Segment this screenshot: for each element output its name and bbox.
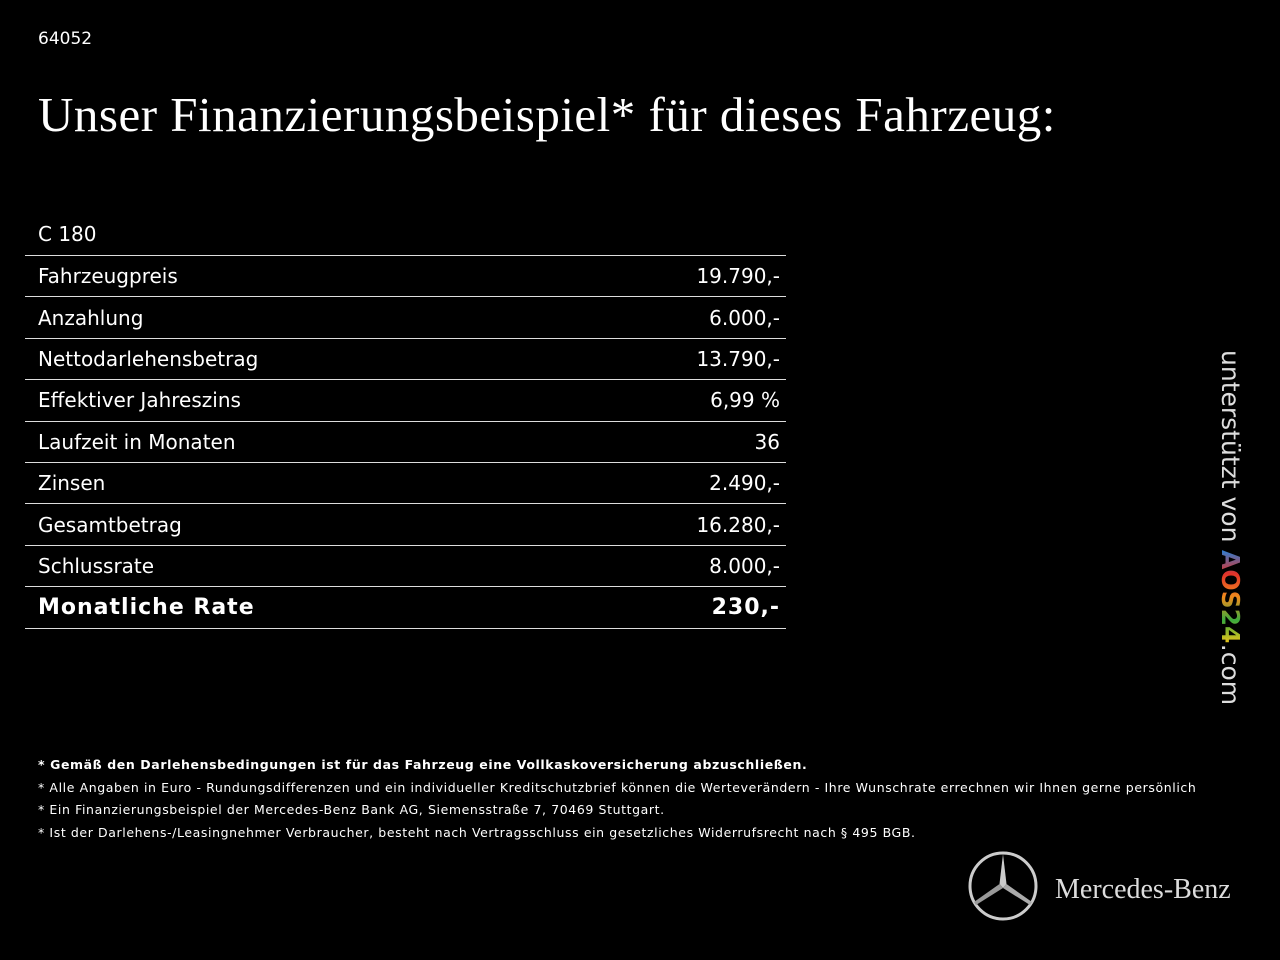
total-label: Monatliche Rate <box>38 594 255 620</box>
row-value: 6,99 % <box>710 388 780 413</box>
listing-code: 64052 <box>38 29 93 49</box>
supported-by: unterstützt von <box>1216 350 1245 543</box>
table-row: Effektiver Jahreszins 6,99 % <box>25 379 786 420</box>
table-row: Nettodarlehensbetrag 13.790,- <box>25 337 786 379</box>
table-row: Gesamtbetrag 16.280,- <box>25 503 786 544</box>
total-value: 230,- <box>711 594 780 620</box>
brand-name: Mercedes-Benz <box>1055 874 1231 905</box>
mercedes-star <box>968 851 1038 921</box>
row-value: 2.490,- <box>709 471 780 496</box>
table-row: Schlussrate 8.000,- <box>25 544 786 586</box>
model: C 180 <box>38 222 97 246</box>
title: Unser Finanzierungsbeispiel* für dieses … <box>38 87 1056 142</box>
row-label: Zinsen <box>38 471 106 496</box>
row-value: 19.790,- <box>696 264 780 289</box>
row-value: 36 <box>754 429 780 454</box>
row-label: Schlussrate <box>38 553 155 578</box>
sidebar: unterstützt von AOS24.com <box>1216 350 1245 705</box>
total-row: Monatliche Rate 230,- <box>25 586 786 629</box>
footnote: * Ist der Darlehens-/Leasingnehmer Verbr… <box>38 824 916 840</box>
footnote: * Ein Finanzierungsbeispiel der Mercedes… <box>38 802 665 817</box>
row-label: Effektiver Jahreszins <box>38 388 241 413</box>
footnotes: * Gemäß den Darlehensbedingungen ist für… <box>38 754 1196 844</box>
table-row: Fahrzeugpreis 19.790,- <box>25 255 786 296</box>
row-value: 6.000,- <box>709 305 780 330</box>
domain: .com <box>1216 643 1245 706</box>
row-label: Laufzeit in Monaten <box>38 429 236 454</box>
table-row: Zinsen 2.490,- <box>25 461 786 503</box>
row-value: 16.280,- <box>696 512 780 537</box>
row-label: Fahrzeugpreis <box>38 264 178 289</box>
row-value: 13.790,- <box>696 346 780 371</box>
row-value: 8.000,- <box>709 553 780 578</box>
finance-table: Fahrzeugpreis 19.790,- Anzahlung 6.000,- Net… <box>25 255 786 629</box>
row-label: Anzahlung <box>38 305 144 330</box>
row-label: Nettodarlehensbetrag <box>38 346 259 371</box>
footnote: * Gemäß den Darlehensbedingungen ist für… <box>38 757 808 772</box>
table-row: Anzahlung 6.000,- <box>25 296 786 337</box>
footnote: * Alle Angaben in Euro - Rundungsdiffere… <box>38 779 1197 795</box>
table-row: Laufzeit in Monaten 36 <box>25 420 786 462</box>
brand: AOS24 <box>1216 550 1245 644</box>
row-label: Gesamtbetrag <box>38 512 182 537</box>
